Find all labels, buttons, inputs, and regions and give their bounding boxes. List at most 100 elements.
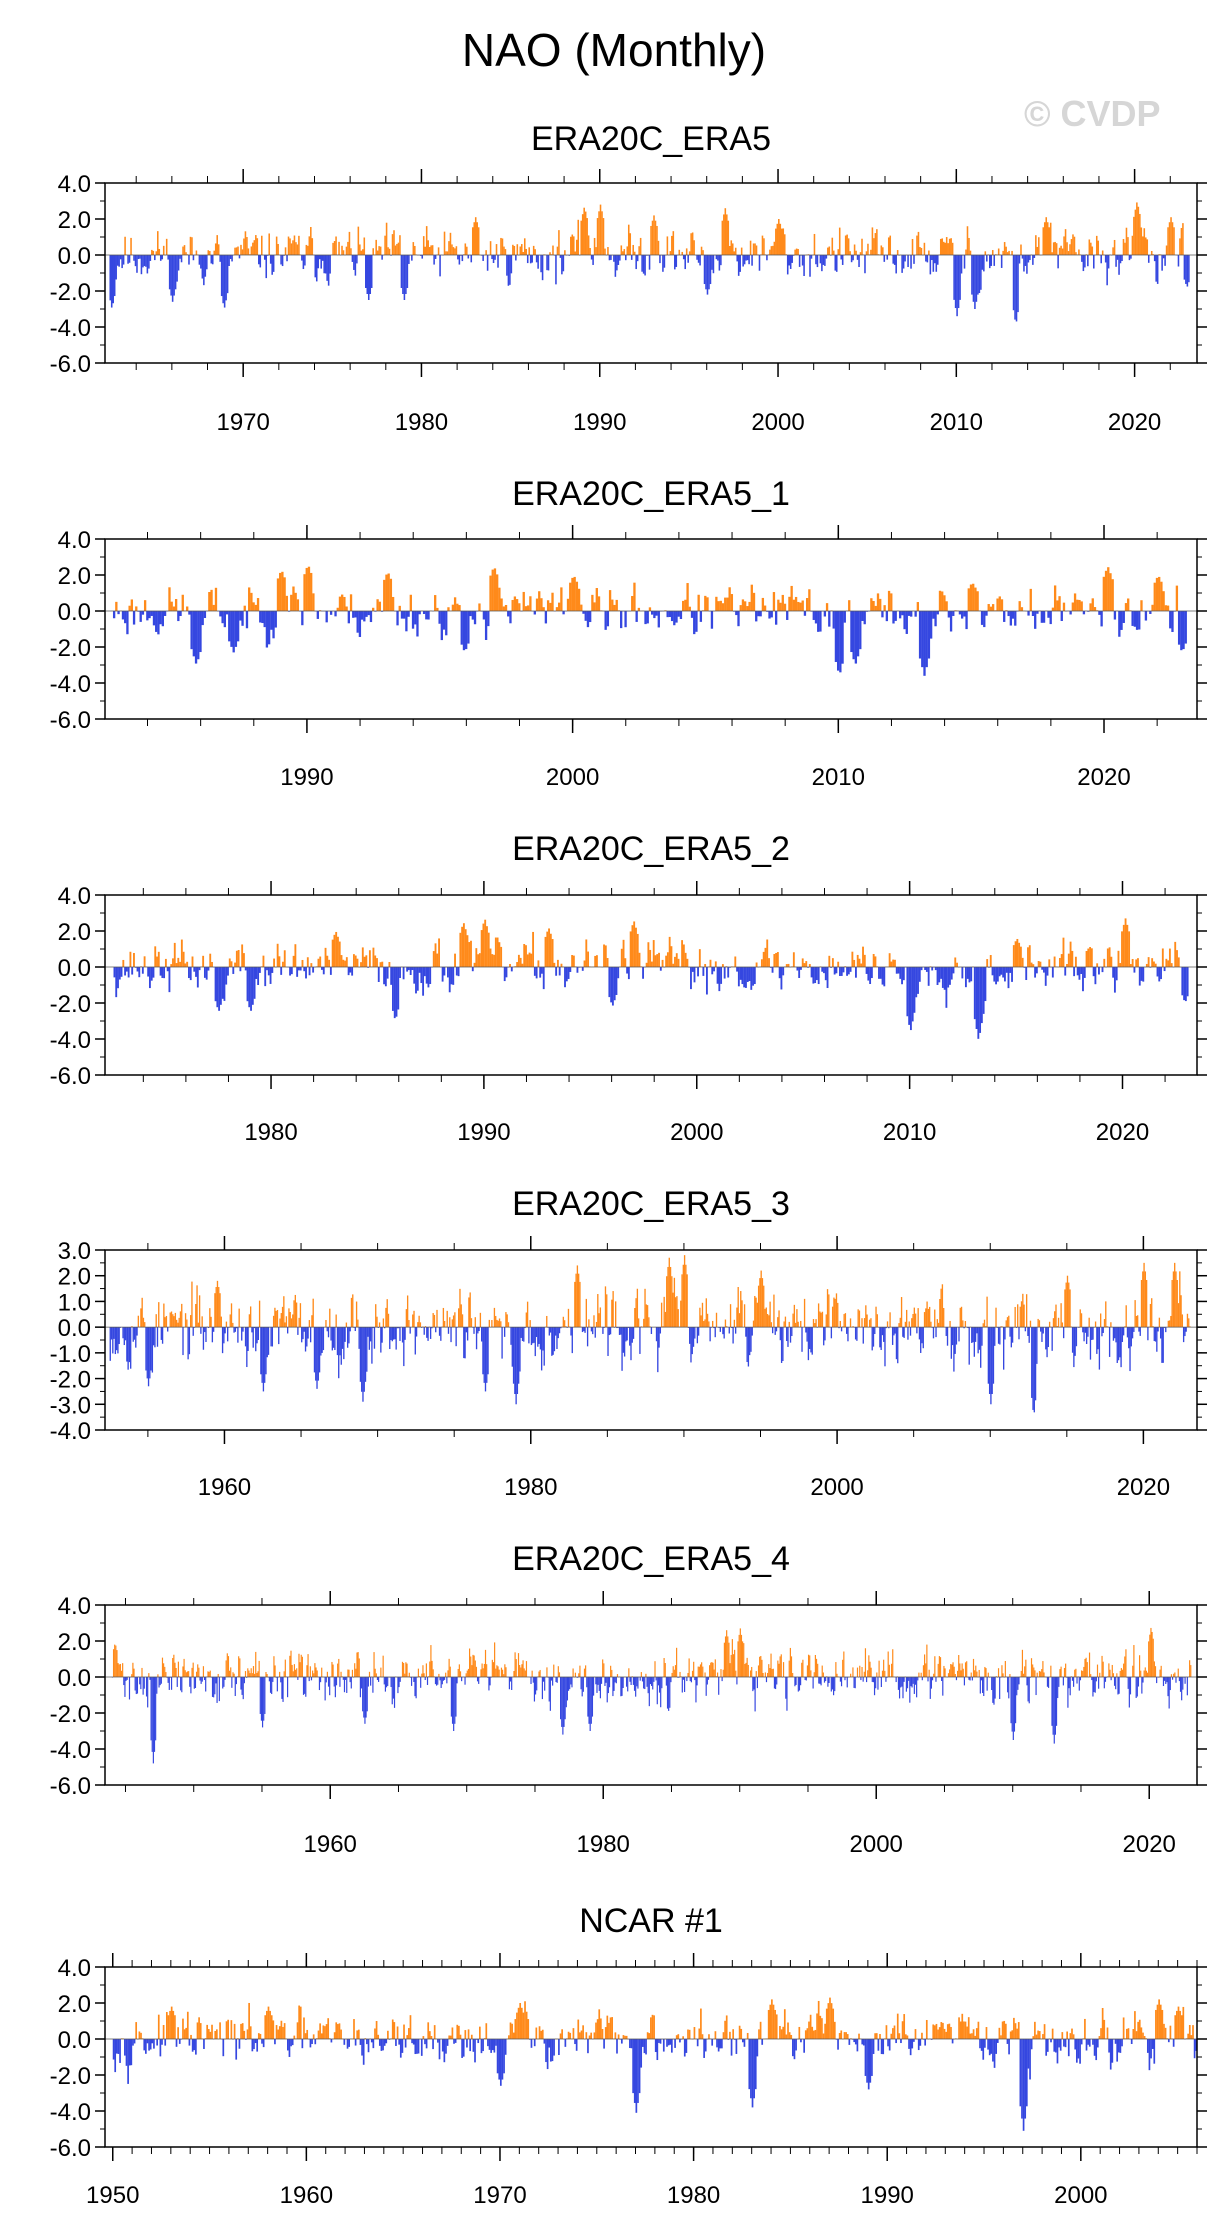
data-bar xyxy=(1069,244,1071,255)
data-bar xyxy=(269,255,272,264)
data-bar xyxy=(852,611,855,660)
data-bar xyxy=(356,958,359,967)
data-bar xyxy=(555,1677,557,1682)
data-bar xyxy=(959,255,961,300)
data-bar xyxy=(902,967,905,981)
data-bar xyxy=(387,1313,390,1328)
data-bar xyxy=(812,1677,814,1689)
data-bar xyxy=(1025,1294,1028,1328)
data-bar xyxy=(237,246,239,255)
data-bar xyxy=(772,245,774,255)
data-bar xyxy=(439,1677,441,1681)
data-bar xyxy=(546,600,550,611)
data-bar xyxy=(182,1666,184,1677)
data-bar xyxy=(385,1307,387,1328)
data-bar xyxy=(1089,947,1092,967)
data-bar xyxy=(441,1677,443,1685)
data-bar xyxy=(613,255,615,262)
data-bar xyxy=(1036,246,1039,255)
data-bar xyxy=(1092,1677,1094,1697)
data-bar xyxy=(971,255,973,295)
data-bar xyxy=(406,1295,409,1328)
data-bar xyxy=(391,1327,393,1342)
data-bar xyxy=(845,2032,847,2039)
data-bar xyxy=(977,967,980,1039)
data-bar xyxy=(1104,1677,1107,1682)
data-bar xyxy=(482,255,484,261)
data-bar xyxy=(149,255,152,261)
data-bar xyxy=(909,967,912,1031)
data-bar xyxy=(569,1677,571,1690)
data-bar xyxy=(283,2023,286,2039)
data-bar xyxy=(174,2015,176,2039)
data-bar xyxy=(1171,1280,1173,1328)
data-bar xyxy=(515,255,517,261)
data-bar xyxy=(382,1655,384,1677)
data-bar xyxy=(317,1327,319,1381)
data-bar xyxy=(145,2039,147,2054)
data-bar xyxy=(734,956,737,967)
data-bar xyxy=(720,1669,722,1677)
data-bar xyxy=(833,967,836,975)
data-bar xyxy=(1122,2017,1125,2039)
data-bar xyxy=(1116,255,1119,260)
data-bar xyxy=(866,1314,868,1328)
data-bar xyxy=(244,231,247,255)
data-bar xyxy=(441,967,444,982)
data-bar xyxy=(1060,245,1062,255)
data-bar xyxy=(645,1304,647,1328)
data-bar xyxy=(889,235,892,255)
data-bar xyxy=(239,611,242,621)
data-bar xyxy=(740,1291,742,1328)
page-title: NAO (Monthly) xyxy=(461,24,767,76)
data-bar xyxy=(455,1677,457,1717)
data-bar xyxy=(318,255,321,260)
data-bar xyxy=(1005,967,1008,973)
data-bar xyxy=(455,246,458,255)
data-bar xyxy=(266,2010,268,2039)
data-bar xyxy=(924,967,927,970)
data-bar xyxy=(609,1327,612,1335)
data-bar xyxy=(985,1326,987,1328)
data-bar xyxy=(296,1668,298,1677)
data-bar xyxy=(475,1327,478,1350)
data-bar xyxy=(203,611,207,619)
data-bar xyxy=(161,1657,164,1677)
data-bar xyxy=(1098,2036,1101,2039)
data-bar xyxy=(567,967,570,979)
data-bar xyxy=(950,2026,952,2039)
data-bar xyxy=(516,2012,518,2039)
data-bar xyxy=(146,2039,149,2044)
data-bar xyxy=(721,220,724,255)
data-bar xyxy=(464,1677,466,1685)
data-bar xyxy=(197,1322,199,1328)
data-bar xyxy=(1171,611,1174,632)
data-bar xyxy=(310,963,313,967)
data-bar xyxy=(501,1669,504,1677)
data-bar xyxy=(623,249,626,255)
data-bar xyxy=(853,2039,856,2043)
data-bar xyxy=(278,956,281,967)
data-bar xyxy=(820,1677,822,1686)
data-bar xyxy=(875,1677,877,1689)
data-bar xyxy=(519,1327,521,1372)
data-bar xyxy=(478,603,481,611)
data-bar xyxy=(990,1327,992,1405)
data-bar xyxy=(528,1327,530,1344)
data-bar xyxy=(960,611,964,619)
data-bar xyxy=(790,585,793,611)
data-bar xyxy=(282,961,284,967)
data-bar xyxy=(926,1301,928,1328)
data-bar xyxy=(190,1315,192,1328)
data-bar xyxy=(985,611,988,616)
data-bar xyxy=(580,604,583,611)
data-bar xyxy=(1128,931,1131,967)
data-bar xyxy=(714,961,717,967)
data-bar xyxy=(148,255,150,269)
data-bar xyxy=(1008,2039,1010,2055)
data-bar xyxy=(1168,222,1171,255)
x-tick-label: 2000 xyxy=(850,1831,903,1858)
data-bar xyxy=(194,1677,197,1688)
data-bar xyxy=(1038,2031,1041,2039)
data-bar xyxy=(196,1671,198,1677)
